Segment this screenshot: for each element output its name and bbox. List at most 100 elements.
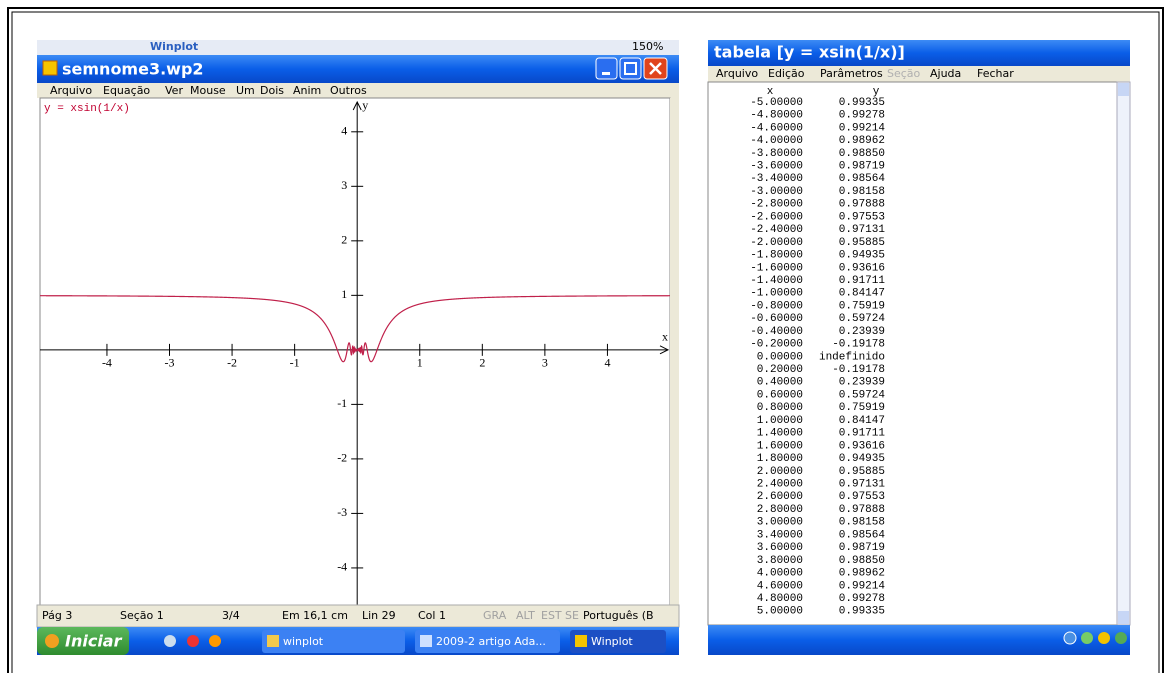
table-cell: 0.93616 [839, 440, 885, 452]
status-item: Em 16,1 cm [282, 609, 348, 622]
table-cell: -0.80000 [750, 300, 803, 312]
scroll-up[interactable] [1118, 83, 1129, 96]
x-tick-label: -1 [290, 356, 300, 370]
table-cell: 0.98564 [839, 173, 886, 185]
x-tick-label: -4 [102, 356, 112, 370]
table-cell: 0.97553 [839, 211, 885, 223]
table-cell: 0.98719 [839, 161, 885, 173]
table-cell: -4.80000 [750, 110, 803, 122]
status-item: Pág 3 [42, 609, 72, 622]
table-cell: 0.99214 [839, 122, 886, 134]
quick-icon[interactable] [164, 635, 176, 647]
table-cell: 0.99214 [839, 580, 886, 592]
menu-item[interactable]: Outros [330, 84, 367, 97]
table-cell: 0.98850 [839, 555, 885, 567]
scroll-down[interactable] [1118, 611, 1129, 624]
table-cell: -3.00000 [750, 186, 803, 198]
status-item: Seção 1 [120, 609, 164, 622]
maximize-button[interactable] [620, 58, 641, 79]
status-item: Col 1 [418, 609, 446, 622]
table-cell: 2.60000 [757, 491, 803, 503]
table-cell: -1.80000 [750, 250, 803, 262]
table-cell: 3.60000 [757, 542, 803, 554]
y-tick-label: 2 [341, 233, 347, 247]
table-cell: 3.80000 [757, 555, 803, 567]
y-tick-label: -3 [337, 505, 347, 519]
y-tick-label: -4 [337, 560, 347, 574]
y-tick-label: 3 [341, 178, 347, 192]
x-tick-label: -3 [165, 356, 175, 370]
task-icon [420, 635, 432, 647]
table-cell: 0.95885 [839, 466, 885, 478]
table-cell: 0.93616 [839, 262, 885, 274]
table-cell: -5.00000 [750, 97, 803, 109]
minimize-icon [602, 72, 610, 75]
menu-item: Seção [887, 67, 921, 80]
tray-icon[interactable] [1081, 632, 1093, 644]
quick-icon[interactable] [187, 635, 199, 647]
table-cell: 0.98158 [839, 186, 885, 198]
x-tick-label: -2 [227, 356, 237, 370]
table-cell: 4.60000 [757, 580, 803, 592]
table-cell: 4.80000 [757, 593, 803, 605]
table-cell: 0.99278 [839, 593, 885, 605]
menu-item[interactable]: Ver [165, 84, 183, 97]
menu-item[interactable]: Arquivo [716, 67, 758, 80]
menu-item[interactable]: Dois [260, 84, 284, 97]
menu-item[interactable]: Parâmetros [820, 67, 883, 80]
status-item: ALT [516, 609, 535, 622]
table-cell: -0.20000 [750, 339, 803, 351]
table-cell: 2.80000 [757, 504, 803, 516]
tray-icon[interactable] [1064, 632, 1076, 644]
window-edge [670, 98, 679, 605]
table-cell: 0.00000 [757, 351, 803, 363]
toolbar-zoom: 150% [632, 40, 663, 53]
table-cell: 0.98564 [839, 529, 886, 541]
task-label[interactable]: Winplot [591, 635, 633, 648]
tray-icon[interactable] [1098, 632, 1110, 644]
minimize-button[interactable] [596, 58, 617, 79]
table-cell: 0.97888 [839, 504, 885, 516]
table-cell: -0.40000 [750, 326, 803, 338]
task-icon [575, 635, 587, 647]
table-cell: 0.98962 [839, 135, 885, 147]
table-cell: 0.98158 [839, 517, 885, 529]
task-label[interactable]: winplot [283, 635, 324, 648]
table-cell: -3.40000 [750, 173, 803, 185]
start-label[interactable]: Iniciar [65, 632, 123, 651]
x-tick-label: 2 [479, 356, 485, 370]
x-tick-label: 1 [417, 356, 423, 370]
quick-icon[interactable] [209, 635, 221, 647]
page: Winplot 150% semnome3.wp2 Arquivo Equação… [0, 0, 1171, 673]
table-cell: -2.60000 [750, 211, 803, 223]
task-icon [267, 635, 279, 647]
table-cell: 0.99335 [839, 97, 885, 109]
menu-item[interactable]: Mouse [190, 84, 226, 97]
status-item: SE [565, 609, 579, 622]
table-cell: 0.84147 [839, 288, 885, 300]
table-cell: -2.00000 [750, 237, 803, 249]
table-cell: -0.60000 [750, 313, 803, 325]
table-cell: 0.60000 [757, 389, 803, 401]
x-tick-label: 3 [542, 356, 548, 370]
table-cell: 0.99335 [839, 606, 885, 618]
menu-item[interactable]: Ajuda [930, 67, 961, 80]
menu-item[interactable]: Edição [768, 67, 805, 80]
menu-item[interactable]: Equação [103, 84, 150, 97]
table-cell: -2.80000 [750, 199, 803, 211]
menu-item[interactable]: Anim [293, 84, 321, 97]
table-cell: 5.00000 [757, 606, 803, 618]
winplot-title: semnome3.wp2 [62, 60, 204, 79]
status-item: Lin 29 [362, 609, 396, 622]
menu-item[interactable]: Arquivo [50, 84, 92, 97]
table-cell: 0.98719 [839, 542, 885, 554]
scrollbar[interactable] [1117, 82, 1130, 625]
menu-item[interactable]: Um [236, 84, 255, 97]
task-label[interactable]: 2009-2 artigo Ada... [436, 635, 546, 648]
y-tick-label: 1 [341, 287, 347, 301]
toolbar-app: Winplot [150, 40, 198, 53]
table-cell: indefinido [819, 351, 885, 363]
tray-icon[interactable] [1115, 632, 1127, 644]
table-cell: 0.84147 [839, 415, 885, 427]
menu-item[interactable]: Fechar [977, 67, 1014, 80]
